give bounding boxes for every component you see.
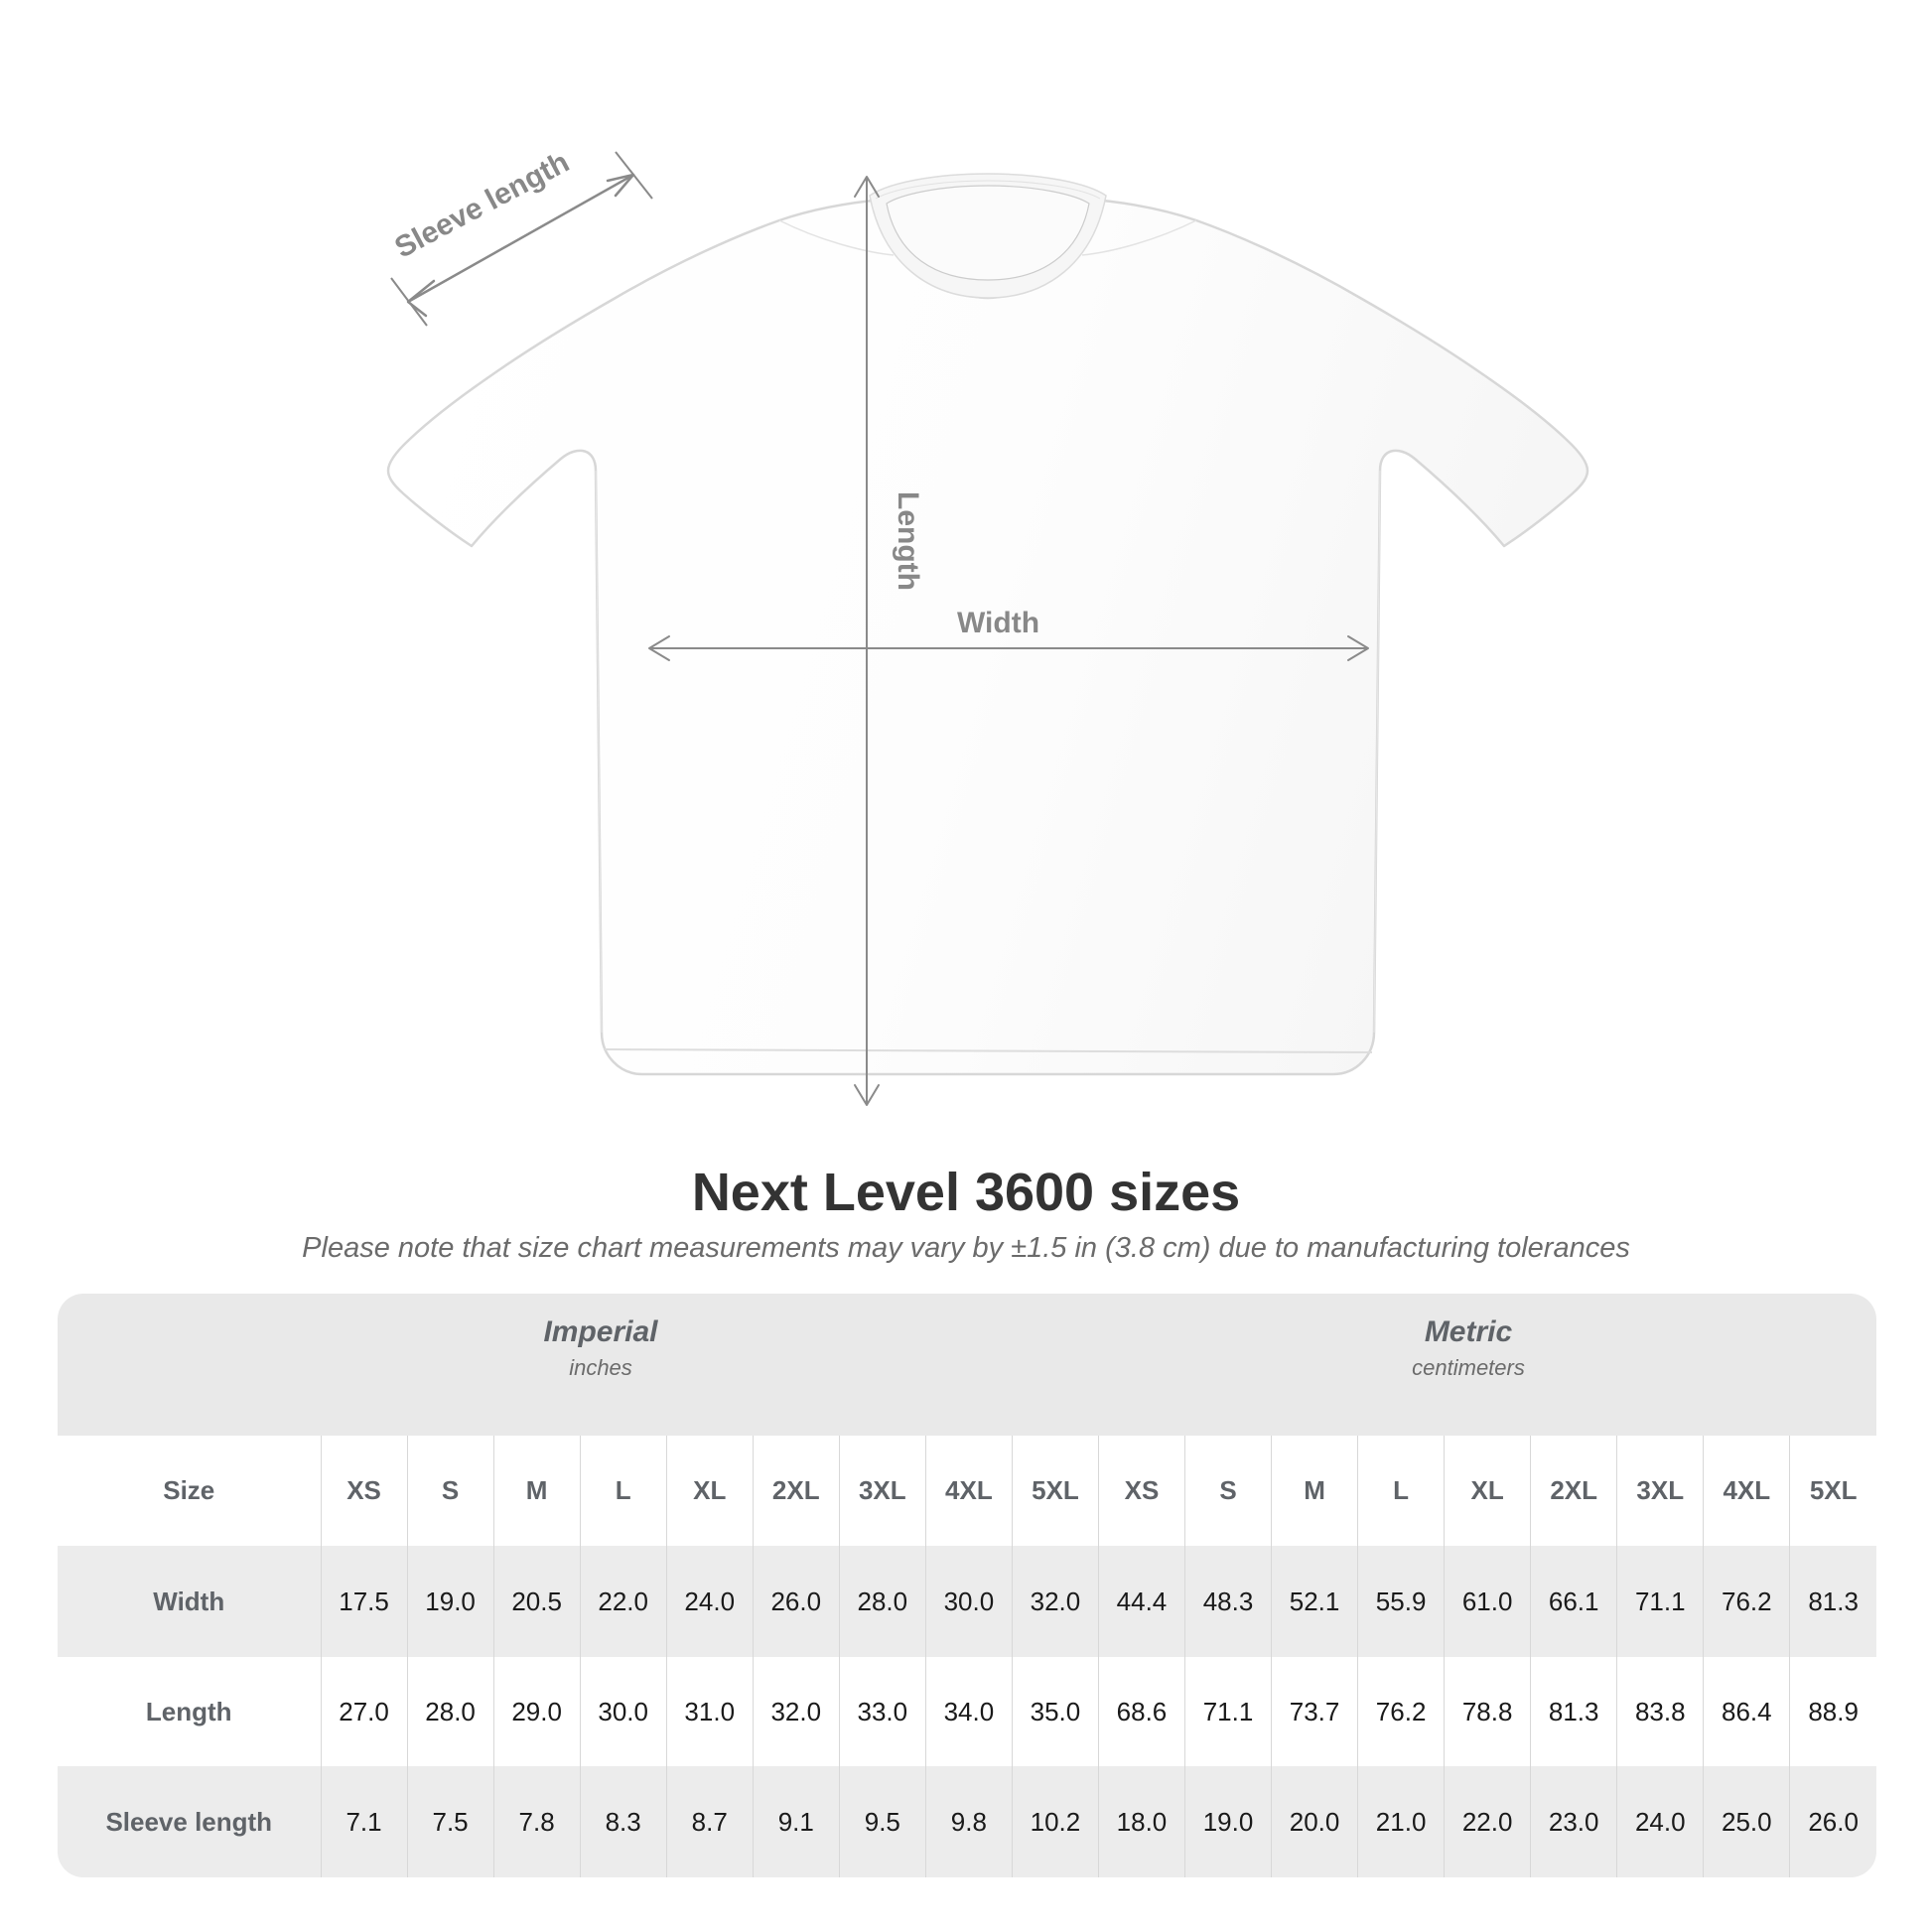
svg-text:Sleeve length: Sleeve length <box>389 146 574 265</box>
svg-text:Length: Length <box>892 491 924 591</box>
svg-text:Width: Width <box>957 607 1039 639</box>
